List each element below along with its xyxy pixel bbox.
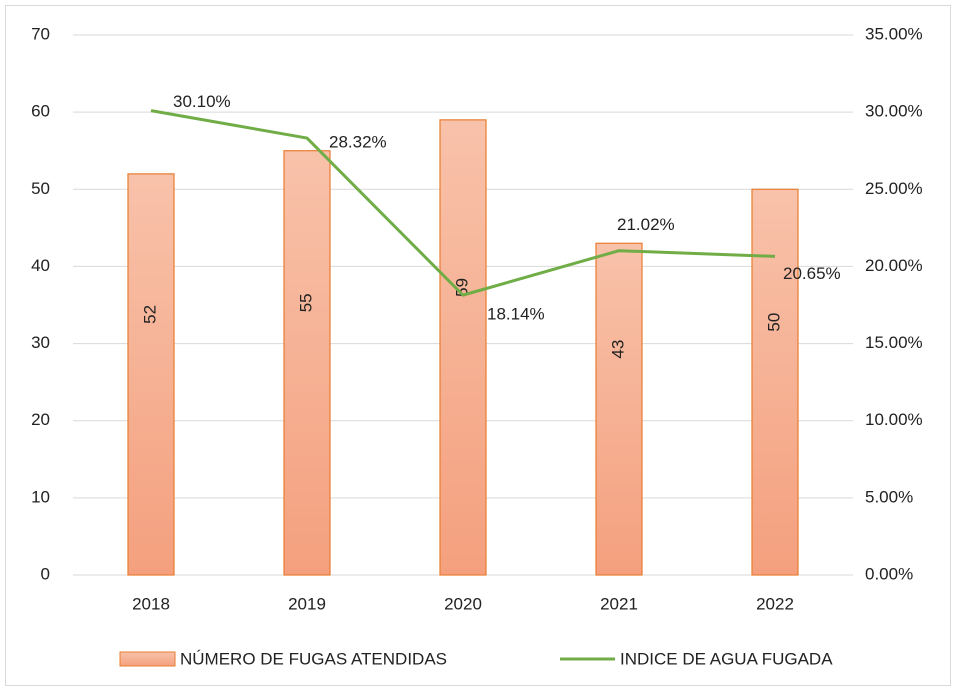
y2-tick-label: 15.00% bbox=[865, 333, 923, 352]
legend-label: INDICE DE AGUA FUGADA bbox=[620, 649, 833, 668]
y2-tick-label: 35.00% bbox=[865, 24, 923, 43]
line bbox=[150, 109, 776, 297]
x-tick-label: 2020 bbox=[444, 594, 482, 613]
y-tick-label: 40 bbox=[31, 256, 50, 275]
x-tick-label: 2018 bbox=[132, 594, 170, 613]
y2-tick-label: 25.00% bbox=[865, 179, 923, 198]
line-value-label: 30.10% bbox=[173, 92, 231, 111]
y-tick-label: 70 bbox=[31, 24, 50, 43]
y2-tick-label: 10.00% bbox=[865, 410, 923, 429]
y2-tick-label: 5.00% bbox=[865, 487, 913, 506]
y-tick-label: 60 bbox=[31, 102, 50, 121]
y2-tick-label: 20.00% bbox=[865, 256, 923, 275]
bar-value-label: 50 bbox=[764, 313, 783, 332]
x-tick-label: 2021 bbox=[600, 594, 638, 613]
y-tick-label: 20 bbox=[31, 410, 50, 429]
y-tick-label: 0 bbox=[41, 564, 50, 583]
bar bbox=[751, 188, 799, 576]
bar-value-label: 43 bbox=[608, 340, 627, 359]
x-tick-label: 2019 bbox=[288, 594, 326, 613]
line-value-label: 20.65% bbox=[783, 264, 841, 283]
line-value-label: 18.14% bbox=[487, 305, 545, 324]
bar-value-label: 52 bbox=[140, 305, 159, 324]
bar-value-label: 59 bbox=[452, 278, 471, 297]
bar bbox=[595, 242, 643, 576]
y2-tick-label: 30.00% bbox=[865, 102, 923, 121]
y-tick-label: 10 bbox=[31, 487, 50, 506]
y-tick-label: 50 bbox=[31, 179, 50, 198]
bar bbox=[127, 173, 175, 576]
bar bbox=[439, 119, 487, 576]
bar bbox=[283, 150, 331, 576]
legend-swatch bbox=[119, 651, 176, 667]
bar-value-label: 55 bbox=[296, 293, 315, 312]
x-tick-label: 2022 bbox=[756, 594, 794, 613]
y2-tick-label: 0.00% bbox=[865, 564, 913, 583]
legend-label: NÚMERO DE FUGAS ATENDIDAS bbox=[180, 649, 447, 668]
y-tick-label: 30 bbox=[31, 333, 50, 352]
line-value-label: 28.32% bbox=[329, 133, 387, 152]
line-value-label: 21.02% bbox=[617, 215, 675, 234]
